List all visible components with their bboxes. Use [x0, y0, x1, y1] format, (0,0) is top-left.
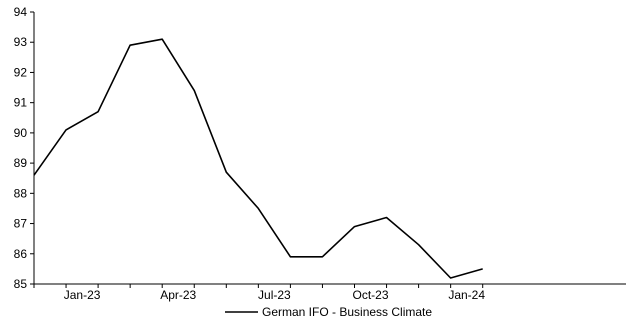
y-tick-label: 92 — [14, 65, 28, 79]
series-layer — [33, 38, 483, 279]
y-tick-label: 90 — [14, 126, 28, 140]
y-tick-label: 85 — [14, 277, 28, 291]
series-line — [33, 38, 483, 279]
y-tick-label: 86 — [14, 247, 28, 261]
x-tick-label: Apr-23 — [160, 288, 196, 302]
legend-label: German IFO - Business Climate — [262, 305, 432, 319]
x-tick-label: Jul-23 — [258, 288, 291, 302]
legend: German IFO - Business Climate — [225, 305, 432, 319]
x-tick-label: Jan-23 — [64, 288, 101, 302]
y-tick-label: 87 — [14, 217, 28, 231]
x-tick-label: Oct-23 — [353, 288, 389, 302]
y-tick-label: 89 — [14, 156, 28, 170]
x-tick-label: Jan-24 — [448, 288, 485, 302]
y-tick-label: 93 — [14, 35, 28, 49]
y-axis: 85 86 87 88 89 90 91 92 93 94 — [14, 5, 34, 291]
y-tick-label: 91 — [14, 96, 28, 110]
plot-frame — [33, 12, 626, 285]
y-tick-label: 94 — [14, 5, 28, 19]
x-axis: Jan-23 Apr-23 Jul-23 Oct-23 Jan-24 — [33, 284, 485, 302]
y-tick-label: 88 — [14, 186, 28, 200]
